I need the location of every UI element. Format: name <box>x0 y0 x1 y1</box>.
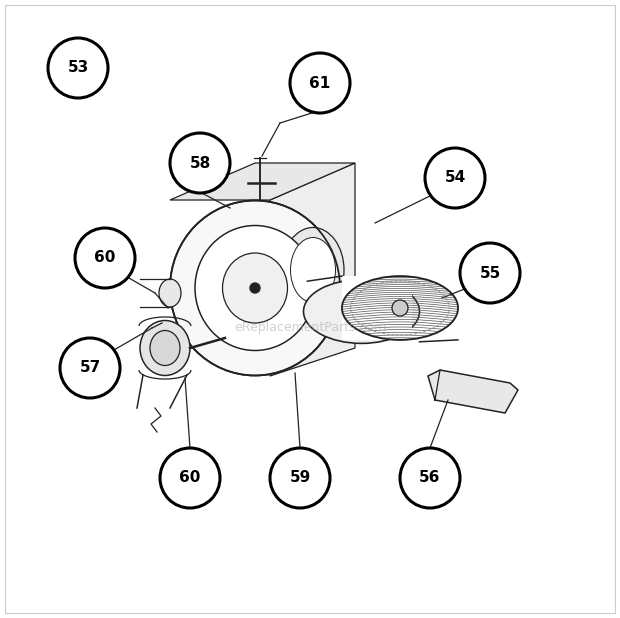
Polygon shape <box>428 370 518 413</box>
Text: 60: 60 <box>94 250 116 266</box>
Circle shape <box>425 148 485 208</box>
Polygon shape <box>270 163 355 376</box>
Ellipse shape <box>291 237 335 302</box>
Circle shape <box>392 300 408 316</box>
Text: 53: 53 <box>68 61 89 75</box>
Circle shape <box>400 448 460 508</box>
Text: 57: 57 <box>79 360 100 376</box>
Text: 60: 60 <box>179 470 201 486</box>
Ellipse shape <box>159 279 181 307</box>
Ellipse shape <box>223 253 288 323</box>
Text: 54: 54 <box>445 171 466 185</box>
Bar <box>342 276 412 340</box>
Ellipse shape <box>140 321 190 376</box>
Circle shape <box>75 228 135 288</box>
Text: 59: 59 <box>290 470 311 486</box>
Circle shape <box>270 448 330 508</box>
Circle shape <box>460 243 520 303</box>
Ellipse shape <box>304 279 420 344</box>
Circle shape <box>48 38 108 98</box>
Text: 61: 61 <box>309 75 330 90</box>
Polygon shape <box>170 163 355 200</box>
Circle shape <box>290 53 350 113</box>
Circle shape <box>170 133 230 193</box>
Ellipse shape <box>170 200 340 376</box>
Text: eReplacementParts.com: eReplacementParts.com <box>234 321 386 334</box>
Text: 56: 56 <box>419 470 441 486</box>
Text: 55: 55 <box>479 266 500 281</box>
Ellipse shape <box>195 226 315 350</box>
Text: 58: 58 <box>189 156 211 171</box>
Ellipse shape <box>150 331 180 365</box>
Circle shape <box>160 448 220 508</box>
Circle shape <box>60 338 120 398</box>
Circle shape <box>250 283 260 293</box>
Ellipse shape <box>282 227 344 313</box>
